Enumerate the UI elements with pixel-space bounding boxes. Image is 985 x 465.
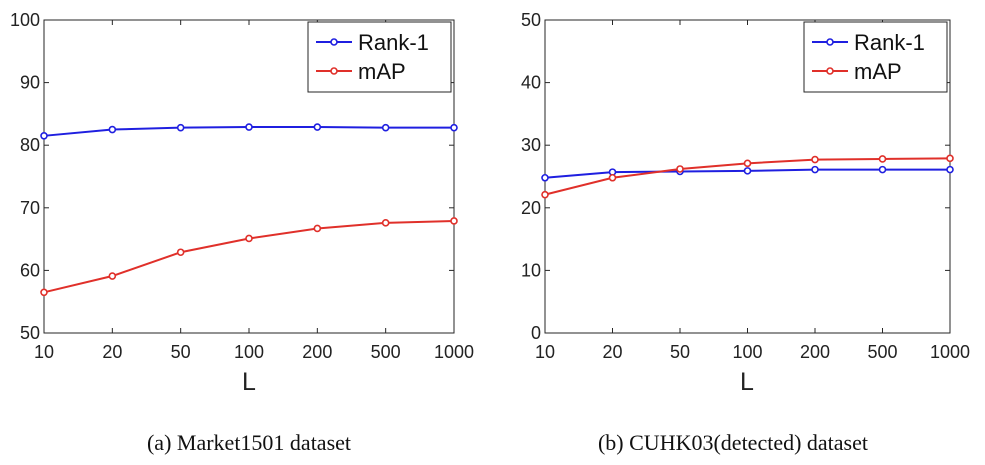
y-tick-label: 0	[531, 323, 541, 343]
x-tick-label: 10	[34, 342, 54, 362]
legend-label-rank-1: Rank-1	[358, 30, 429, 55]
data-point-rank-1	[40, 132, 48, 140]
series-layer	[541, 154, 954, 199]
x-tick-label: 1000	[930, 342, 970, 362]
x-tick-label: 20	[602, 342, 622, 362]
data-point-rank-1	[313, 123, 322, 131]
data-point-map	[946, 154, 954, 163]
y-tick-label: 30	[521, 135, 541, 155]
y-tick-label: 50	[521, 10, 541, 30]
legend: Rank-1 mAP	[803, 21, 948, 93]
data-point-rank-1	[946, 165, 954, 174]
y-tick-label: 20	[521, 198, 541, 218]
data-point-rank-1	[381, 123, 390, 132]
data-point-map	[608, 173, 617, 182]
caption-a: (a) Market1501 dataset	[147, 430, 351, 455]
legend-marker	[826, 67, 834, 75]
data-point-map	[811, 155, 819, 164]
data-point-rank-1	[245, 123, 253, 131]
legend-box	[803, 21, 948, 93]
x-tick-label: 50	[670, 342, 690, 362]
x-tick-label: 10	[535, 342, 555, 362]
data-point-map	[878, 155, 887, 163]
caption-b: (b) CUHK03(detected) dataset	[598, 430, 868, 455]
x-tick-label: 100	[732, 342, 762, 362]
legend-box	[307, 21, 452, 93]
data-point-map	[743, 159, 752, 168]
data-point-rank-1	[450, 123, 458, 132]
data-point-rank-1	[108, 125, 117, 134]
x-tick-label: 20	[102, 342, 122, 362]
legend-marker	[826, 38, 834, 46]
data-point-map	[176, 248, 185, 257]
y-tick-label: 80	[20, 135, 40, 155]
legend-marker	[330, 67, 338, 75]
data-point-map	[108, 272, 117, 280]
legend: Rank-1 mAP	[307, 21, 452, 93]
data-point-map	[245, 234, 253, 243]
axis-ticks: 50 60 70 80 90 100 10 20 50 100 200 500 1000	[10, 10, 474, 362]
data-point-map	[381, 219, 390, 227]
data-point-map	[313, 224, 322, 233]
data-point-rank-1	[743, 167, 752, 175]
x-tick-label: 100	[234, 342, 264, 362]
legend-label-map: mAP	[854, 59, 902, 84]
x-tick-label: 200	[302, 342, 332, 362]
y-tick-label: 10	[521, 260, 541, 280]
x-axis-label: L	[242, 368, 256, 396]
data-point-map	[676, 165, 684, 173]
legend-label-map: mAP	[358, 59, 406, 84]
y-tick-label: 40	[521, 73, 541, 93]
legend-marker	[330, 38, 338, 46]
data-point-rank-1	[811, 165, 819, 174]
y-tick-label: 100	[10, 10, 40, 30]
x-tick-label: 500	[371, 342, 401, 362]
x-tick-label: 500	[867, 342, 897, 362]
x-tick-label: 1000	[434, 342, 474, 362]
legend-label-rank-1: Rank-1	[854, 30, 925, 55]
data-point-map	[541, 190, 549, 199]
data-point-rank-1	[176, 123, 185, 132]
data-point-rank-1	[878, 165, 887, 174]
x-tick-label: 50	[171, 342, 191, 362]
chart-panel-market1501: 50 60 70 80 90 100 10 20 50 100 200 500 1000 Rank-1 m…	[10, 10, 474, 455]
data-point-map	[40, 288, 48, 297]
series-layer	[40, 123, 458, 297]
x-tick-label: 200	[800, 342, 830, 362]
y-tick-label: 70	[20, 198, 40, 218]
y-tick-label: 90	[20, 73, 40, 93]
x-axis-label: L	[740, 368, 754, 396]
y-tick-label: 60	[20, 260, 40, 280]
y-tick-label: 50	[20, 323, 40, 343]
data-point-map	[450, 217, 458, 225]
data-point-rank-1	[541, 173, 549, 182]
